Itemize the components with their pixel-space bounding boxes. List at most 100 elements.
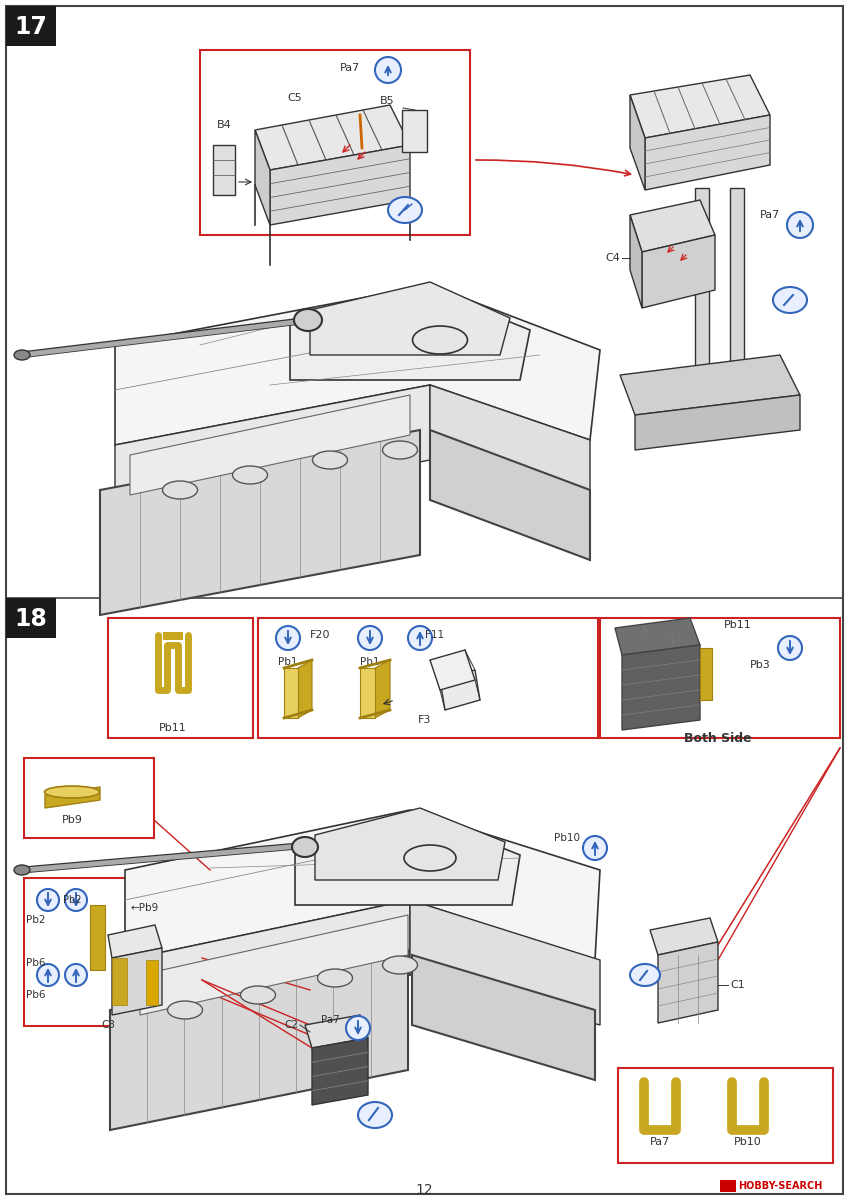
Bar — [284, 668, 298, 718]
Polygon shape — [630, 74, 770, 138]
Polygon shape — [430, 385, 590, 510]
Polygon shape — [650, 918, 718, 955]
Ellipse shape — [162, 481, 198, 499]
Text: Pb1: Pb1 — [360, 658, 380, 667]
Polygon shape — [108, 925, 162, 958]
Ellipse shape — [358, 1102, 392, 1128]
Text: F11: F11 — [425, 630, 444, 640]
Bar — [600, 618, 840, 738]
Ellipse shape — [318, 970, 352, 986]
Ellipse shape — [413, 326, 468, 354]
Bar — [200, 50, 470, 235]
Ellipse shape — [375, 56, 401, 83]
Ellipse shape — [44, 786, 99, 798]
Text: Pb10: Pb10 — [734, 1138, 762, 1147]
Polygon shape — [310, 282, 510, 355]
Ellipse shape — [358, 626, 382, 650]
Polygon shape — [255, 104, 410, 170]
Polygon shape — [635, 395, 800, 450]
Ellipse shape — [383, 440, 418, 458]
Bar — [146, 960, 158, 1006]
Polygon shape — [630, 200, 715, 252]
Polygon shape — [45, 787, 100, 808]
Bar — [163, 632, 183, 640]
Polygon shape — [615, 618, 700, 655]
Polygon shape — [298, 660, 312, 718]
Text: B5: B5 — [380, 96, 395, 106]
Ellipse shape — [408, 626, 432, 650]
Text: Pb11: Pb11 — [724, 620, 752, 630]
Bar — [695, 188, 709, 383]
Text: C4: C4 — [605, 253, 620, 263]
Text: C3: C3 — [101, 1020, 115, 1030]
Text: ←Pb9: ←Pb9 — [131, 902, 159, 913]
Bar — [618, 1068, 833, 1163]
Text: Pb2: Pb2 — [64, 895, 82, 905]
Ellipse shape — [294, 308, 322, 331]
Polygon shape — [430, 650, 475, 690]
Text: Pb1: Pb1 — [278, 658, 298, 667]
Polygon shape — [305, 1015, 368, 1048]
Polygon shape — [315, 808, 505, 880]
Ellipse shape — [14, 350, 30, 360]
Text: Pb2: Pb2 — [26, 914, 46, 925]
Text: Pb11: Pb11 — [159, 722, 187, 733]
Polygon shape — [620, 355, 800, 415]
Text: HOBBY-SEARCH: HOBBY-SEARCH — [738, 1181, 823, 1190]
Text: F20: F20 — [310, 630, 330, 640]
Ellipse shape — [167, 1001, 203, 1019]
Polygon shape — [410, 900, 600, 1025]
Ellipse shape — [778, 636, 802, 660]
Text: F3: F3 — [419, 715, 431, 725]
Bar — [402, 110, 427, 152]
Text: Pa7: Pa7 — [321, 1015, 340, 1025]
Bar — [108, 618, 253, 738]
Bar — [700, 648, 712, 700]
Polygon shape — [255, 130, 270, 226]
Polygon shape — [100, 430, 420, 614]
Ellipse shape — [383, 956, 418, 974]
Ellipse shape — [346, 1016, 370, 1040]
Ellipse shape — [14, 865, 30, 875]
Polygon shape — [440, 670, 480, 710]
Bar — [90, 905, 105, 970]
Text: Pb10: Pb10 — [554, 833, 580, 842]
Text: Both Side: Both Side — [684, 732, 752, 744]
Polygon shape — [645, 115, 770, 190]
Bar — [258, 618, 598, 738]
Bar — [6, 598, 56, 638]
Ellipse shape — [404, 845, 456, 871]
Polygon shape — [112, 948, 162, 1015]
Polygon shape — [110, 950, 408, 1130]
Polygon shape — [125, 810, 600, 960]
Polygon shape — [312, 1038, 368, 1105]
Polygon shape — [140, 914, 408, 1015]
Polygon shape — [642, 235, 715, 308]
Polygon shape — [290, 290, 530, 380]
Ellipse shape — [583, 836, 607, 860]
Ellipse shape — [240, 986, 275, 1004]
Ellipse shape — [65, 889, 87, 911]
Polygon shape — [125, 900, 410, 1034]
Ellipse shape — [65, 964, 87, 986]
Polygon shape — [430, 430, 590, 560]
Ellipse shape — [787, 212, 813, 238]
Polygon shape — [375, 660, 390, 718]
Polygon shape — [630, 215, 642, 308]
Ellipse shape — [37, 889, 59, 911]
Ellipse shape — [773, 287, 807, 313]
Ellipse shape — [37, 964, 59, 986]
Polygon shape — [115, 284, 600, 445]
Ellipse shape — [292, 838, 318, 857]
Text: B4: B4 — [216, 120, 232, 130]
Text: Pa7: Pa7 — [340, 62, 360, 73]
Text: ■: ■ — [723, 1181, 734, 1190]
Polygon shape — [658, 942, 718, 1022]
Ellipse shape — [233, 466, 267, 484]
Text: Pb3: Pb3 — [750, 660, 770, 670]
Polygon shape — [412, 955, 595, 1080]
Text: Pb6: Pb6 — [26, 958, 46, 968]
Polygon shape — [295, 815, 520, 905]
Ellipse shape — [630, 964, 660, 986]
Text: Pb9: Pb9 — [62, 815, 82, 826]
